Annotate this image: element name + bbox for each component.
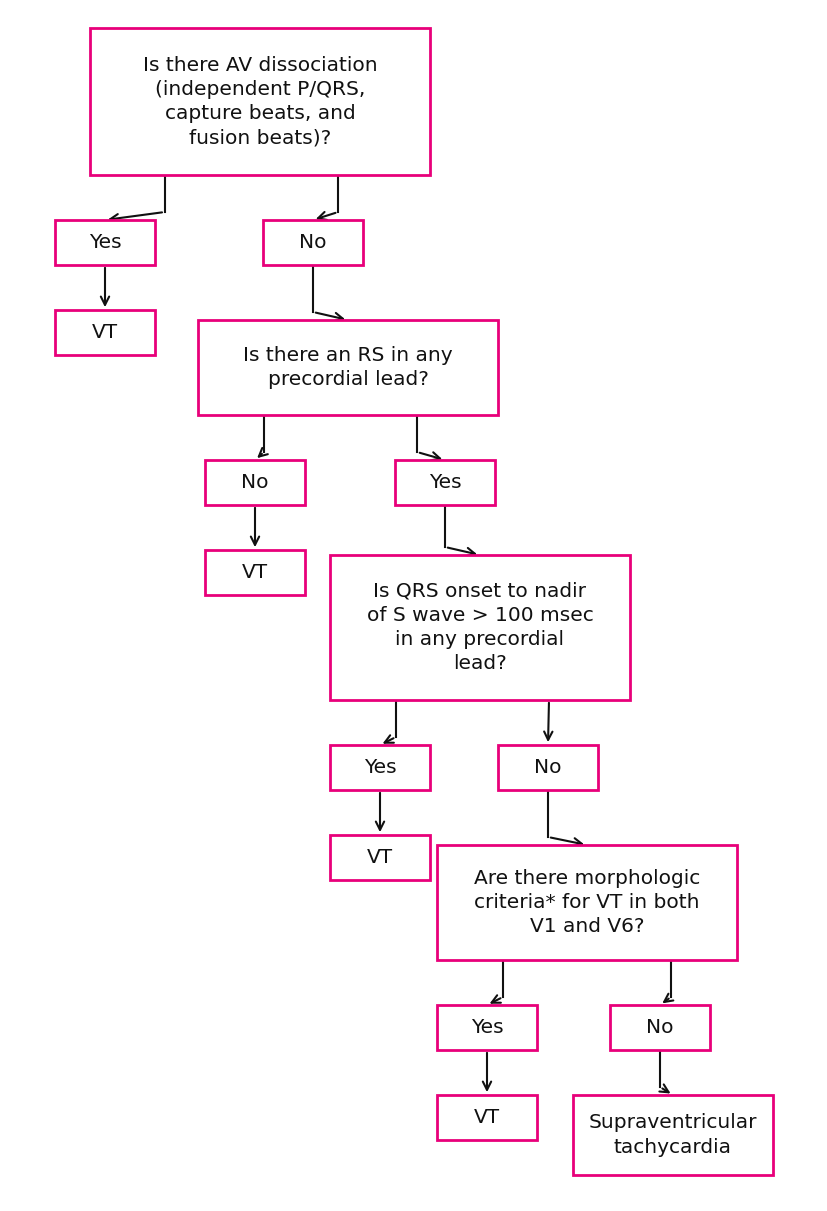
Bar xyxy=(198,320,497,415)
Text: VT: VT xyxy=(92,323,118,342)
Text: Is there AV dissociation
(independent P/QRS,
capture beats, and
fusion beats)?: Is there AV dissociation (independent P/… xyxy=(142,56,377,148)
Bar xyxy=(263,220,362,265)
Text: Are there morphologic
criteria* for VT in both
V1 and V6?: Are there morphologic criteria* for VT i… xyxy=(473,868,700,936)
Bar xyxy=(437,1005,537,1050)
Text: Yes: Yes xyxy=(363,758,396,777)
Bar xyxy=(394,460,495,505)
Bar xyxy=(205,460,304,505)
Bar xyxy=(330,555,629,700)
Text: No: No xyxy=(241,474,269,492)
Text: Yes: Yes xyxy=(428,474,461,492)
Text: Is there an RS in any
precordial lead?: Is there an RS in any precordial lead? xyxy=(243,346,452,389)
Text: No: No xyxy=(533,758,561,777)
Bar xyxy=(572,1095,772,1175)
Text: No: No xyxy=(299,233,327,252)
Bar xyxy=(205,550,304,595)
Bar xyxy=(497,745,597,790)
Text: Is QRS onset to nadir
of S wave > 100 msec
in any precordial
lead?: Is QRS onset to nadir of S wave > 100 ms… xyxy=(366,581,593,673)
Bar xyxy=(609,1005,709,1050)
Text: VT: VT xyxy=(473,1108,500,1127)
Bar xyxy=(55,220,155,265)
Text: Yes: Yes xyxy=(470,1018,503,1037)
Text: VT: VT xyxy=(366,848,393,867)
Text: Supraventricular
tachycardia: Supraventricular tachycardia xyxy=(588,1113,757,1157)
Bar xyxy=(330,745,429,790)
Text: Yes: Yes xyxy=(88,233,122,252)
Bar xyxy=(330,836,429,880)
Text: VT: VT xyxy=(241,563,268,582)
Bar xyxy=(90,28,429,176)
Bar xyxy=(437,845,736,960)
Text: No: No xyxy=(645,1018,673,1037)
Bar xyxy=(55,310,155,355)
Bar xyxy=(437,1095,537,1140)
